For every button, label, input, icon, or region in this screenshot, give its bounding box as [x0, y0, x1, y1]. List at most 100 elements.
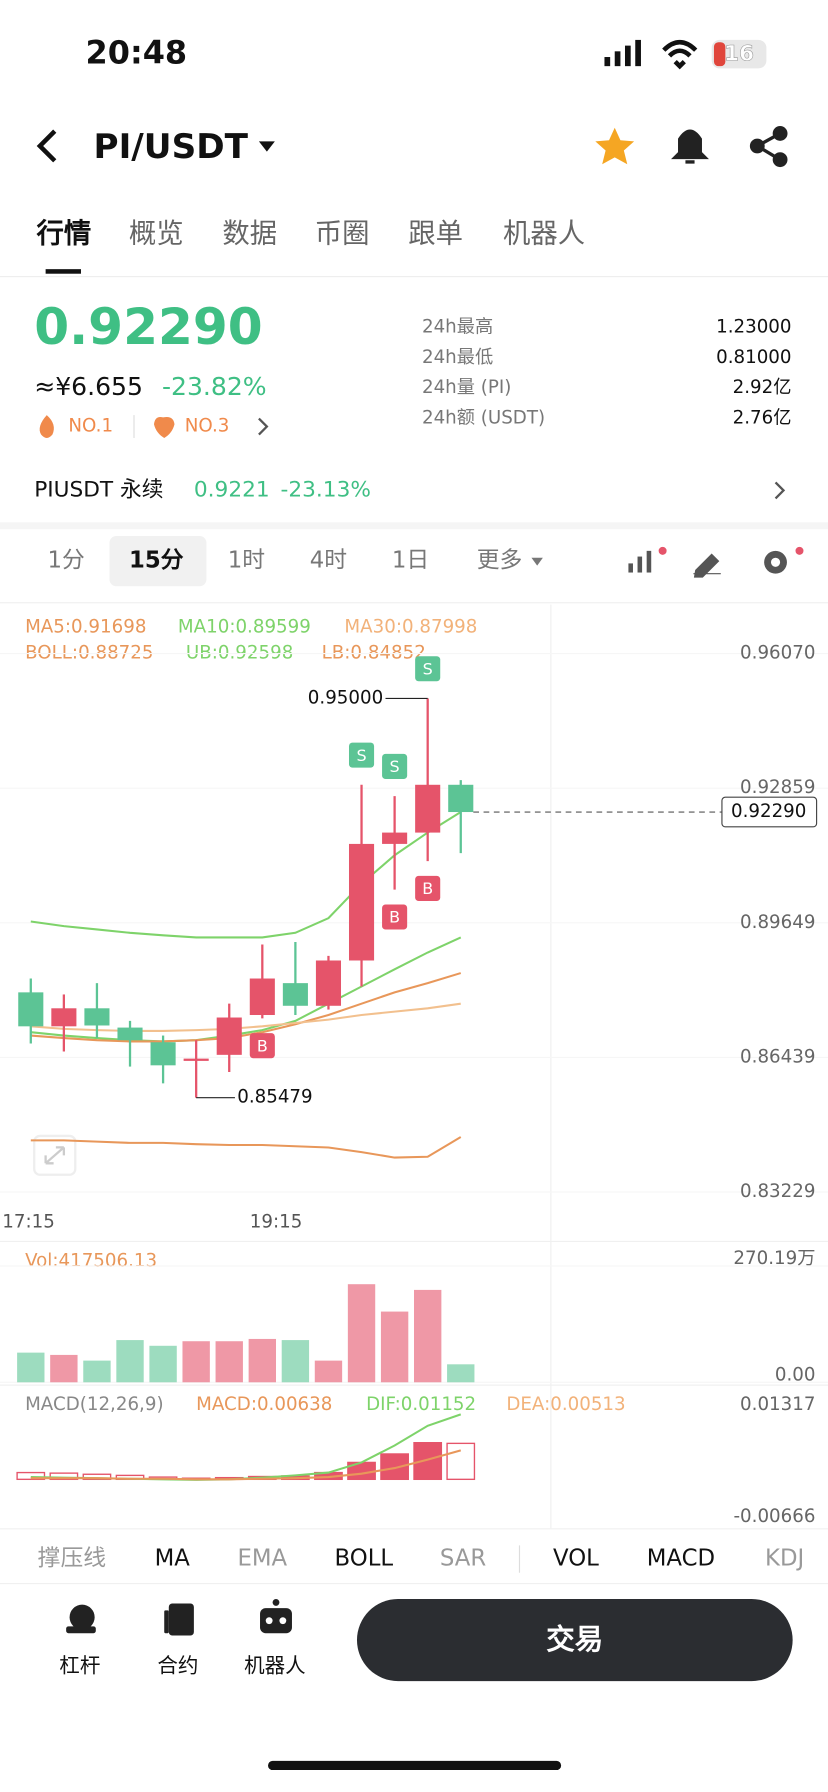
- separator: [518, 1545, 521, 1573]
- leverage-icon[interactable]: [66, 1604, 96, 1634]
- favorite-star[interactable]: [595, 127, 635, 165]
- trade-button-label[interactable]: 交易: [546, 1623, 603, 1656]
- perp-change: -23.13%: [281, 477, 371, 502]
- macd-legend: MACD:0.00638: [196, 1394, 332, 1415]
- ma30-legend: MA30:0.87998: [344, 616, 477, 637]
- indicator-tab[interactable]: EMA: [237, 1546, 287, 1572]
- interval[interactable]: 更多: [477, 548, 523, 574]
- price-change: -23.82%: [162, 372, 267, 401]
- divider: [0, 276, 828, 278]
- volume-bar: [347, 1284, 376, 1383]
- indicator-line: [30, 811, 462, 939]
- divider: [0, 1384, 828, 1386]
- draw-icon[interactable]: [693, 553, 721, 578]
- tab[interactable]: 概览: [129, 218, 184, 249]
- trade-marker[interactable]: [249, 1033, 275, 1059]
- tab[interactable]: 数据: [222, 218, 277, 249]
- perp-name[interactable]: PIUSDT 永续: [34, 477, 163, 502]
- low-label: 0.85479: [237, 1087, 312, 1108]
- tab[interactable]: 行情: [36, 217, 92, 249]
- indicator-tab[interactable]: SAR: [440, 1546, 486, 1572]
- current-price-box: [721, 796, 818, 828]
- settings-icon[interactable]: [764, 546, 804, 574]
- indicator-icon[interactable]: [628, 546, 667, 573]
- stat-label: 24h额 (USDT): [422, 408, 545, 429]
- tab[interactable]: 机器人: [503, 218, 585, 249]
- macd-bar: [82, 1473, 112, 1481]
- trade-marker[interactable]: [382, 753, 408, 779]
- interval[interactable]: 1日: [392, 548, 429, 574]
- dif-legend: DIF:0.01152: [366, 1394, 476, 1415]
- rank-icon: [153, 416, 175, 438]
- chevron[interactable]: [774, 481, 786, 500]
- trade-marker[interactable]: [348, 742, 375, 768]
- trade-marker[interactable]: [415, 656, 441, 682]
- chevron[interactable]: [258, 417, 269, 436]
- indicator-tab[interactable]: KDJ: [765, 1546, 804, 1572]
- indicator-tab[interactable]: VOL: [553, 1546, 599, 1572]
- nav-label[interactable]: 合约: [157, 1653, 198, 1677]
- volume-bar: [50, 1354, 78, 1383]
- indicator-tabs: 撑压线 MA EMA BOLL SAR VOL MACD KDJ: [38, 1546, 805, 1572]
- candle-body: [348, 843, 375, 961]
- fullscreen-button[interactable]: [33, 1134, 77, 1176]
- hot-icon: [39, 415, 54, 438]
- volume-bar: [380, 1311, 409, 1383]
- trade-marker[interactable]: [415, 875, 441, 902]
- ma10-legend: MA10:0.89599: [178, 616, 311, 637]
- indicator-line: [30, 1136, 462, 1159]
- trade-marker[interactable]: [382, 904, 408, 930]
- rank-second[interactable]: NO.3: [185, 416, 230, 437]
- y-tick-label: 0.83229: [740, 1181, 815, 1202]
- tab[interactable]: 币圈: [315, 218, 370, 249]
- pair-dropdown[interactable]: [258, 141, 275, 152]
- tab[interactable]: 跟单: [408, 218, 463, 249]
- indicator-tab[interactable]: MACD: [647, 1546, 715, 1572]
- back-button[interactable]: [36, 129, 57, 163]
- indicator-tab[interactable]: 撑压线: [38, 1546, 106, 1572]
- indicator-tab[interactable]: MA: [155, 1546, 191, 1572]
- macd-bar: [446, 1442, 476, 1481]
- trade-marker-label: B: [389, 908, 400, 927]
- separator: [133, 415, 135, 438]
- rank-hot[interactable]: NO.1: [68, 416, 113, 437]
- time-label: 17:15: [2, 1212, 55, 1233]
- y-tick-label: -0.00666: [733, 1506, 815, 1527]
- candle-body: [18, 992, 44, 1027]
- stat-value: 2.76亿: [733, 408, 792, 429]
- volume-bar: [248, 1338, 277, 1383]
- nav-label[interactable]: 杠杆: [59, 1653, 100, 1677]
- contract-icon[interactable]: [164, 1603, 194, 1636]
- dea-line: [30, 1449, 462, 1481]
- interval[interactable]: 1分: [47, 548, 84, 574]
- robot-icon[interactable]: [260, 1598, 292, 1634]
- y-tick-label: 0.89649: [740, 912, 815, 933]
- stat-label: 24h最高: [422, 316, 493, 337]
- alert-bell[interactable]: [671, 129, 709, 164]
- indicator-tab[interactable]: BOLL: [335, 1546, 394, 1572]
- candle-body: [315, 960, 342, 1006]
- interval[interactable]: 1时: [228, 548, 265, 574]
- home-indicator: [268, 1760, 562, 1771]
- nav-label[interactable]: 机器人: [244, 1653, 306, 1677]
- share-icon[interactable]: [749, 126, 788, 168]
- y-tick-label: 270.19万: [733, 1248, 815, 1269]
- stat-value: 0.81000: [716, 347, 791, 368]
- more-dropdown[interactable]: [531, 557, 543, 566]
- last-price: 0.92290: [34, 297, 263, 356]
- indicator-line: [30, 1002, 461, 1032]
- candle-body: [448, 784, 474, 813]
- trade-button[interactable]: [356, 1598, 793, 1682]
- vol-legend: Vol:417506.13: [25, 1250, 157, 1271]
- macd-bar: [49, 1472, 79, 1481]
- interval[interactable]: 15分: [129, 548, 184, 574]
- divider: [0, 1240, 828, 1243]
- indicator-line: [30, 972, 462, 1043]
- volume-bar: [414, 1289, 442, 1383]
- candle-body: [183, 1058, 209, 1061]
- wifi-icon: [662, 39, 698, 70]
- interval[interactable]: 4时: [310, 548, 347, 574]
- pair-title[interactable]: PI/USDT: [94, 127, 249, 167]
- candle-body: [150, 1042, 176, 1066]
